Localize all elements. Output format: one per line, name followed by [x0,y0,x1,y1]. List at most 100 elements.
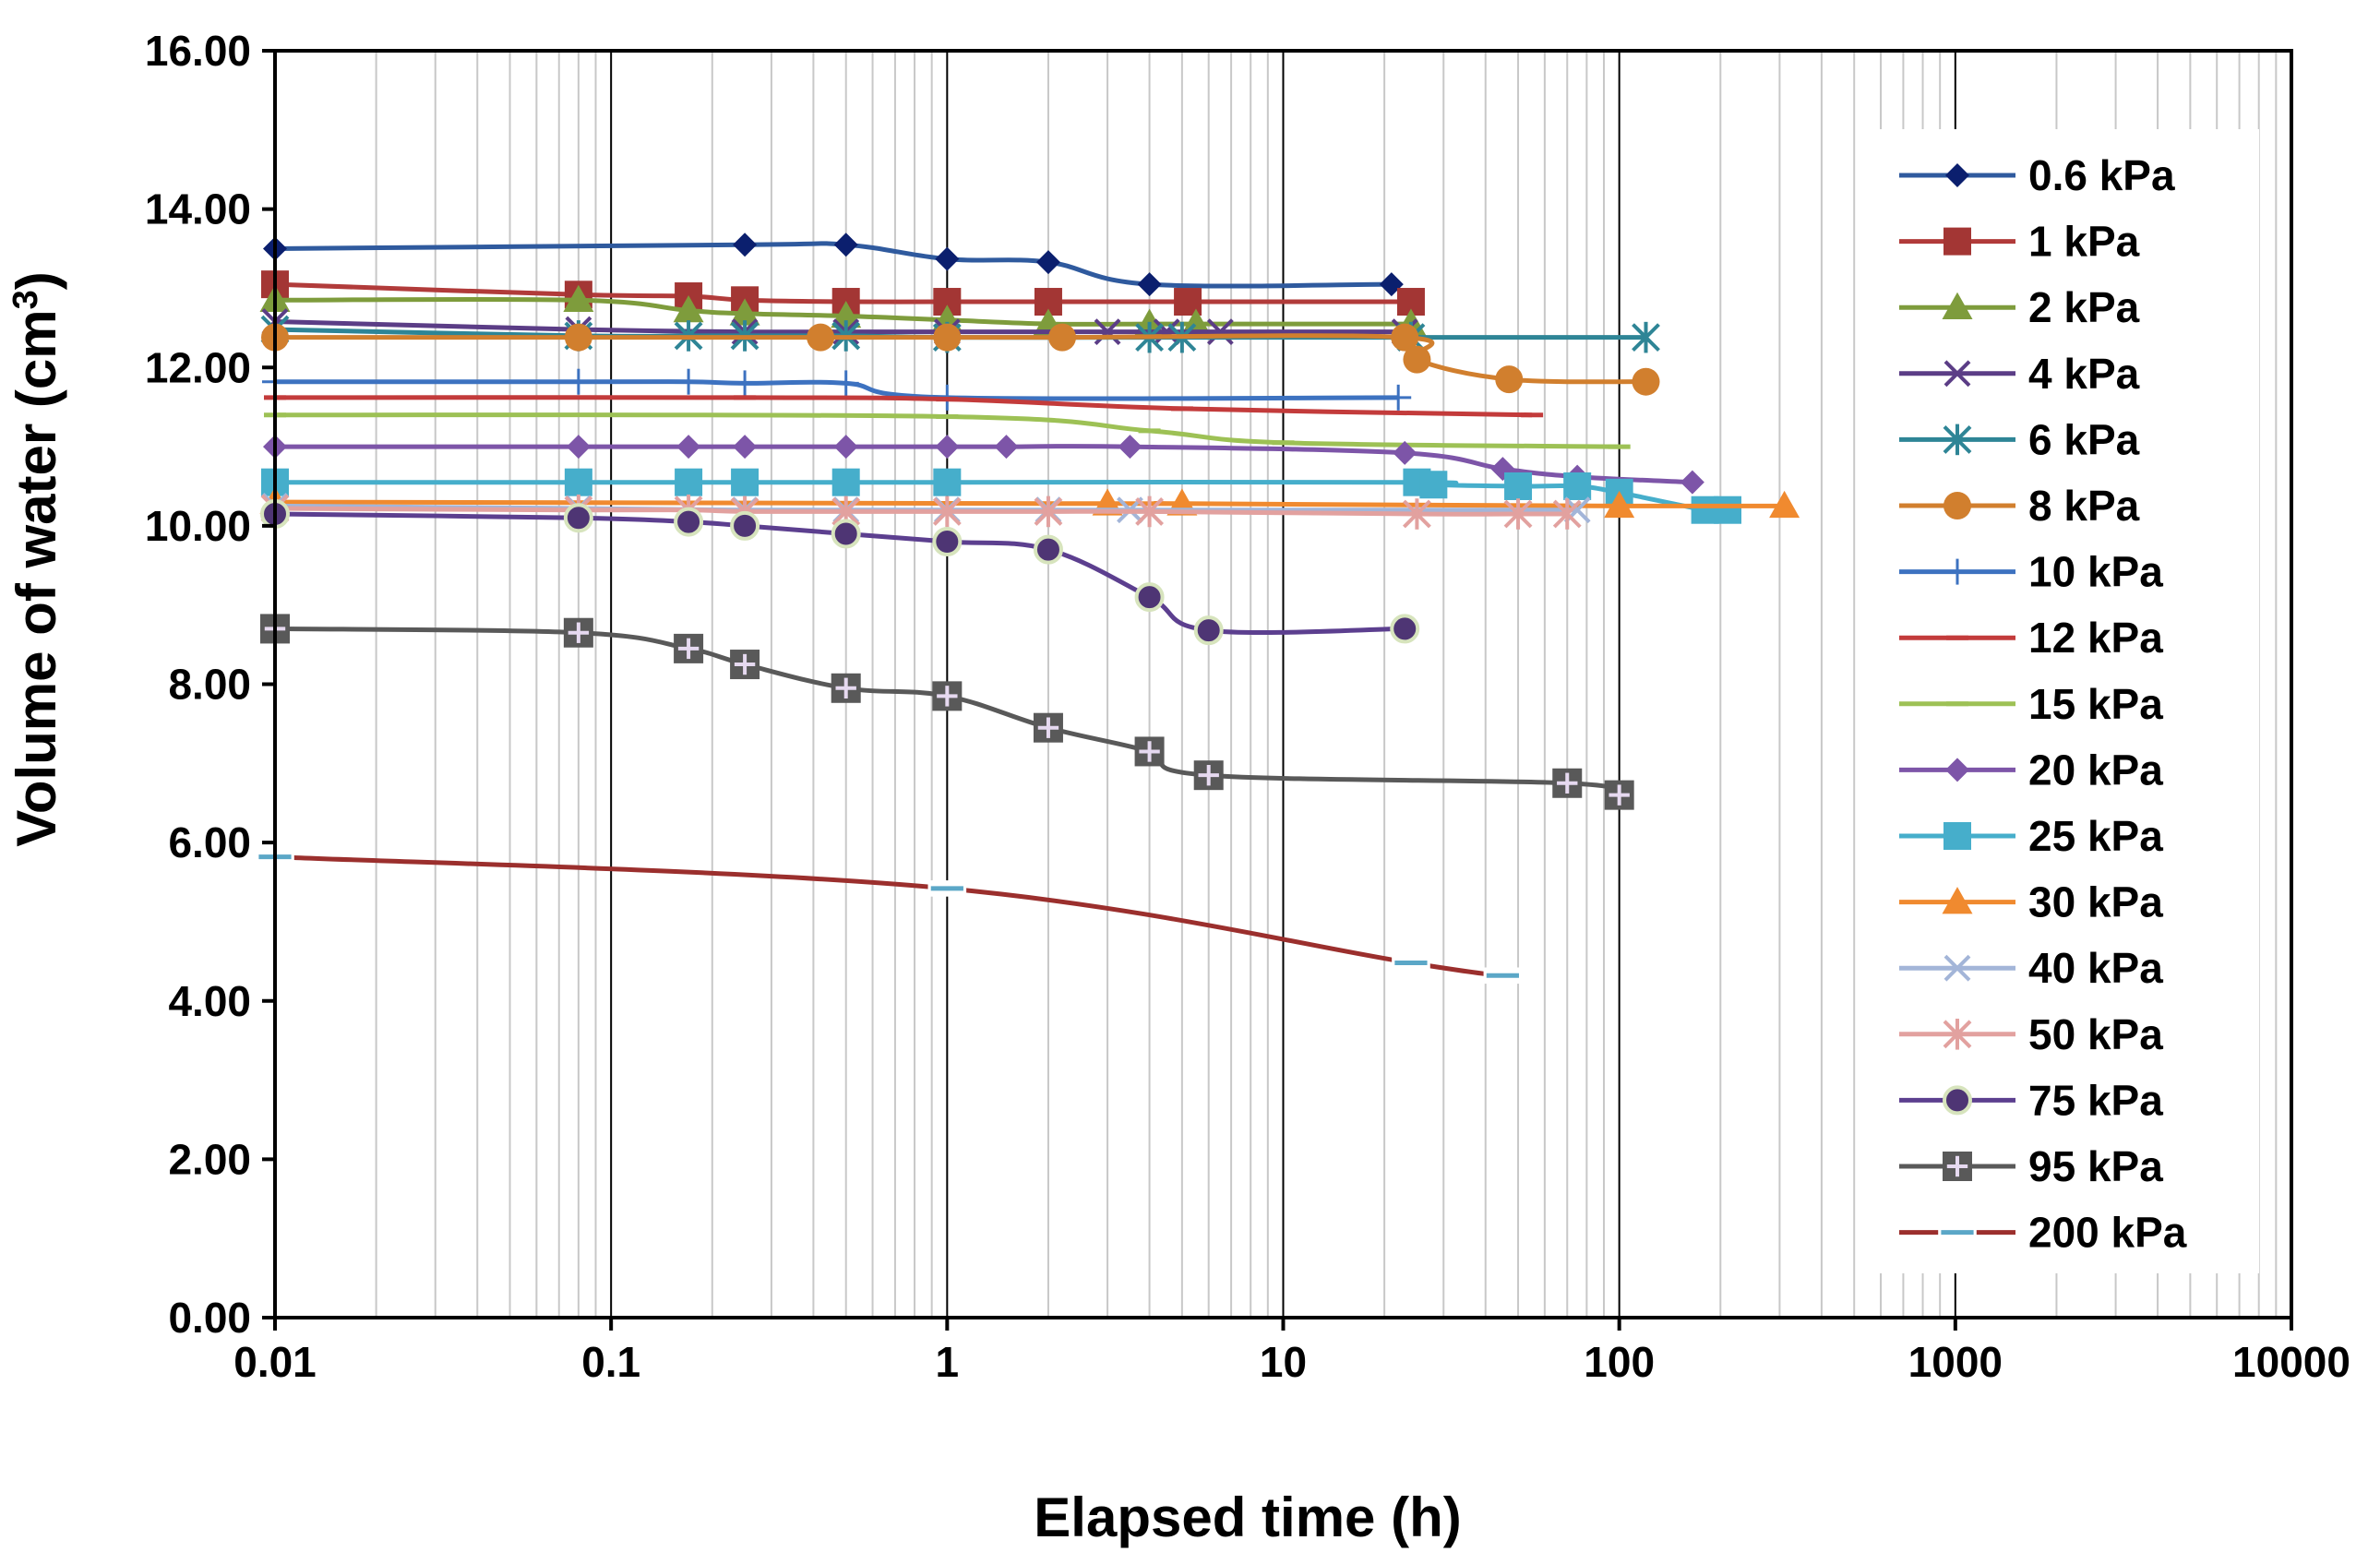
legend-label: 4 kPa [2028,350,2140,398]
data-point [1385,384,1412,411]
legend-swatch-marker [1943,1085,1972,1116]
data-point [935,246,960,271]
data-point [1632,367,1660,396]
series-line [275,333,1646,385]
axes: 0.00 2.00 4.00 6.00 8.00 10.00 12.00 14.00 16.00… [145,27,2350,1386]
legend-label: 15 kPa [2028,680,2163,728]
data-point [1490,457,1515,482]
data-point [565,368,592,395]
data-point [1390,614,1420,644]
legend-label: 12 kPa [2028,614,2163,662]
legend: 0.6 kPa 1 kPa 2 kPa 4 kPa 6 kPa 8 kPa 10 kPa 12… [1872,129,2259,1273]
legend-swatch-marker [1943,424,1972,456]
x-tick-label: 1000 [1908,1338,2003,1386]
data-point [1714,495,1742,524]
x-tick-label: 0.1 [581,1338,640,1386]
legend-entry: 8 kPa [1899,482,2140,530]
legend-label: 200 kPa [2028,1209,2187,1257]
data-point [563,503,593,533]
legend-entry: 10 kPa [1899,548,2163,596]
data-point [676,368,702,395]
data-point [933,323,962,352]
y-tick-label: 8.00 [168,661,251,709]
data-point [932,527,963,557]
data-point [832,370,859,397]
data-point [563,284,594,313]
y-tick-label: 2.00 [168,1135,251,1183]
data-point [1035,250,1060,275]
legend-label: 50 kPa [2028,1010,2163,1058]
legend-swatch-marker [1943,1019,1972,1050]
legend-swatch-marker [1945,758,1969,782]
data-point [730,510,760,541]
legend-entry: 200 kPa [1899,1209,2187,1257]
data-point [564,468,592,496]
data-point [1033,534,1063,565]
legend-label: 10 kPa [2028,548,2163,596]
series-75-kPa [260,499,1420,646]
data-point [1503,498,1533,530]
series-8-kPa [261,323,1660,396]
x-tick-label: 1 [936,1338,960,1386]
legend-entry: 95 kPa [1899,1142,2163,1190]
series-15-kPa [264,412,1631,449]
data-point [1033,712,1063,743]
data-point [932,681,963,711]
legend-label: 20 kPa [2028,746,2163,794]
y-tick-label: 12.00 [145,343,251,391]
legend-label: 40 kPa [2028,944,2163,992]
legend-swatch-marker [1943,360,1971,388]
data-point [1392,954,1430,972]
data-point [1135,495,1164,528]
legend-label: 95 kPa [2028,1142,2163,1190]
data-point [1495,365,1524,394]
data-point [932,495,962,528]
legend-entry: 12 kPa [1899,614,2163,662]
legend-entry: 2 kPa [1899,283,2140,331]
data-point [1137,272,1162,297]
series-200-kPa [256,848,1523,985]
data-point [566,435,591,460]
data-point [1134,736,1165,767]
series-line [275,379,1399,401]
data-point [1153,318,1180,346]
data-point [1552,768,1583,798]
data-point [733,233,758,257]
data-point [1134,582,1165,613]
data-point [563,617,593,648]
data-point [1552,498,1582,530]
data-point [733,435,758,460]
series-line [274,241,1392,289]
y-axis-title: Volume of water (cm3) [6,271,67,846]
data-point [674,633,704,663]
legend-swatch-marker [1942,887,1973,914]
x-axis-title: Elapsed time (h) [1034,1486,1461,1548]
data-point [935,435,960,460]
data-point [1419,471,1448,499]
data-point [1563,472,1592,500]
y-tick-label: 6.00 [168,818,251,866]
data-point [831,468,860,496]
data-point [831,300,862,328]
legend-swatch-marker [1938,1224,1977,1241]
x-tick-label: 100 [1584,1338,1655,1386]
data-point [1504,472,1533,500]
data-point [1048,323,1077,352]
data-point [732,370,759,397]
legend-label: 0.6 kPa [2028,151,2175,199]
legend-swatch-marker [1944,558,1970,585]
data-point [994,435,1019,460]
data-point [1483,967,1523,985]
legend-entry: 75 kPa [1899,1076,2163,1124]
series-95-kPa [260,614,1634,810]
data-point [831,519,861,549]
series-line [274,412,1620,449]
legend-swatch-marker [1943,492,1971,519]
data-point [1403,498,1431,530]
data-point [1769,490,1800,519]
y-axis-title-main: Volume of water (cm [6,309,67,846]
y-tick-label: 4.00 [168,977,251,1025]
data-point [1391,323,1419,352]
